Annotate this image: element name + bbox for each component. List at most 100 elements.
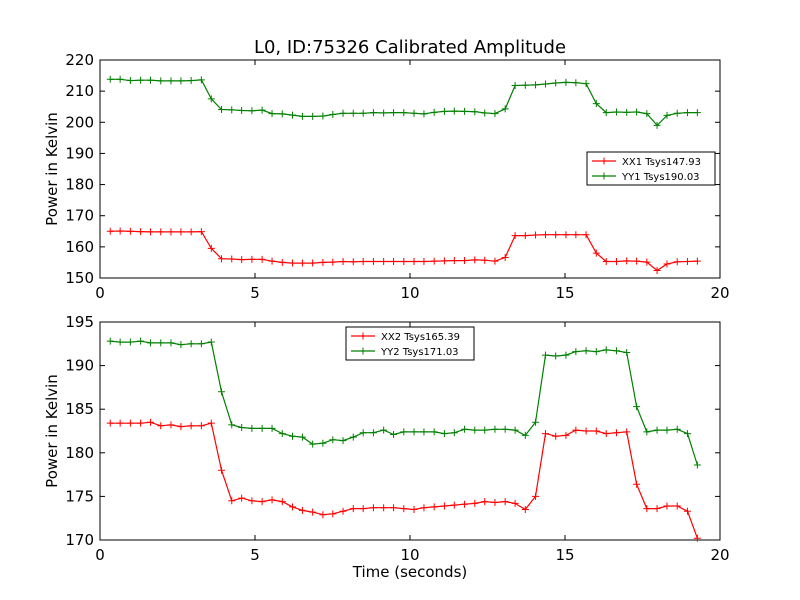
data-point: [238, 494, 246, 502]
data-point: [572, 348, 580, 356]
data-point: [643, 258, 651, 266]
data-point: [380, 109, 388, 117]
data-point: [450, 257, 458, 265]
data-point: [319, 258, 327, 266]
data-point: [258, 106, 266, 114]
data-point: [278, 110, 286, 118]
data-point: [319, 112, 327, 120]
data-point: [501, 425, 509, 433]
data-point: [106, 419, 114, 427]
data-point: [309, 112, 317, 120]
bottom-plot: 0 5 10 15 20 170 175 180 185 190 195 Power in Kelvi…: [43, 313, 730, 581]
data-point: [157, 422, 165, 430]
data-point: [268, 110, 276, 118]
data-point: [430, 257, 438, 265]
data-point: [511, 232, 519, 240]
data-point: [157, 77, 165, 85]
legend-box: [345, 326, 475, 361]
data-point: [359, 505, 367, 513]
y-tick-label: 175: [65, 487, 94, 505]
data-point: [532, 81, 540, 89]
series-xx: [106, 227, 701, 275]
legend-box: [586, 151, 716, 186]
data-point: [258, 424, 266, 432]
data-point: [400, 428, 408, 436]
data-point: [228, 255, 236, 263]
series-yy: [106, 337, 701, 469]
data-point: [248, 497, 256, 505]
data-point: [228, 497, 236, 505]
y-tick-label: 195: [65, 313, 94, 331]
data-point: [562, 231, 570, 239]
data-point: [602, 109, 610, 117]
data-point: [461, 425, 469, 433]
x-tick-label: 10: [400, 284, 419, 302]
x-tick-label: 15: [555, 284, 574, 302]
data-point: [410, 428, 418, 436]
x-tick-label: 20: [710, 546, 729, 564]
data-point: [592, 100, 600, 108]
data-point: [511, 82, 519, 90]
data-point: [116, 419, 124, 427]
data-point: [633, 480, 641, 488]
y-tick-label: 170: [65, 531, 94, 549]
data-point: [339, 507, 347, 515]
data-point: [430, 428, 438, 436]
data-point: [400, 109, 408, 117]
y-tick-label: 150: [65, 269, 94, 287]
data-point: [552, 432, 560, 440]
data-point: [339, 257, 347, 265]
top-plot: 0 5 10 15 20 150 160 170 180 190 200 210 220 Power in…: [43, 51, 730, 302]
data-point: [278, 498, 286, 506]
data-point: [116, 338, 124, 346]
data-point: [228, 421, 236, 429]
data-point: [582, 427, 590, 435]
data-point: [197, 76, 205, 84]
data-point: [612, 108, 620, 116]
data-point: [663, 502, 671, 510]
data-point: [218, 466, 226, 474]
data-point: [339, 437, 347, 445]
data-point: [147, 76, 155, 84]
data-point: [673, 502, 681, 510]
legend: XX2 Tsys165.39 YY2 Tsys171.03: [345, 326, 475, 361]
data-point: [137, 228, 145, 236]
data-point: [673, 425, 681, 433]
data-point: [491, 425, 499, 433]
y-tick-label: 160: [65, 238, 94, 256]
data-point: [278, 430, 286, 438]
data-point: [532, 231, 540, 239]
data-point: [268, 257, 276, 265]
data-point: [491, 499, 499, 507]
data-point: [258, 255, 266, 263]
data-point: [450, 107, 458, 115]
data-point: [541, 351, 549, 359]
data-point: [541, 231, 549, 239]
data-point: [612, 257, 620, 265]
data-point: [481, 109, 489, 117]
x-tick-label: 5: [250, 284, 260, 302]
data-point: [248, 255, 256, 263]
data-point: [339, 109, 347, 117]
data-point: [420, 110, 428, 118]
data-point: [683, 257, 691, 265]
data-point: [157, 228, 165, 236]
data-point: [329, 436, 337, 444]
data-point: [187, 340, 195, 348]
data-point: [693, 257, 701, 265]
data-point: [248, 107, 256, 115]
data-point: [349, 109, 357, 117]
data-point: [582, 231, 590, 239]
data-point: [410, 257, 418, 265]
data-point: [137, 337, 145, 345]
data-point: [238, 424, 246, 432]
data-point: [106, 227, 114, 235]
data-point: [106, 75, 114, 83]
data-point: [521, 505, 529, 513]
data-point: [359, 429, 367, 437]
data-point: [592, 249, 600, 257]
x-tick-label: 10: [400, 546, 419, 564]
data-point: [481, 256, 489, 264]
